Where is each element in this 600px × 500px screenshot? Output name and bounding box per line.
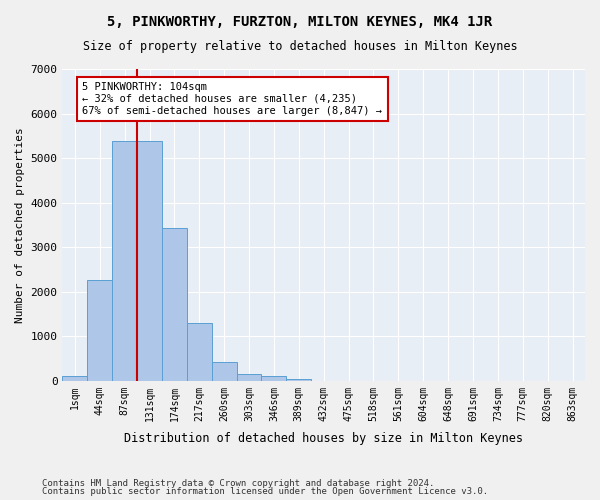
X-axis label: Distribution of detached houses by size in Milton Keynes: Distribution of detached houses by size … [124,432,523,445]
Bar [137,141,162,381]
Bar [236,374,262,381]
Bar [112,141,137,381]
Bar [88,280,112,381]
Bar [162,228,187,381]
Text: Contains HM Land Registry data © Crown copyright and database right 2024.: Contains HM Land Registry data © Crown c… [42,478,434,488]
Text: 5, PINKWORTHY, FURZTON, MILTON KEYNES, MK4 1JR: 5, PINKWORTHY, FURZTON, MILTON KEYNES, M… [107,15,493,29]
Y-axis label: Number of detached properties: Number of detached properties [15,127,25,323]
Bar [187,323,212,381]
Text: Size of property relative to detached houses in Milton Keynes: Size of property relative to detached ho… [83,40,517,53]
Bar [62,376,88,381]
Bar [212,362,236,381]
Bar [262,376,286,381]
Text: 5 PINKWORTHY: 104sqm
← 32% of detached houses are smaller (4,235)
67% of semi-de: 5 PINKWORTHY: 104sqm ← 32% of detached h… [82,82,382,116]
Bar [286,380,311,381]
Text: Contains public sector information licensed under the Open Government Licence v3: Contains public sector information licen… [42,487,488,496]
